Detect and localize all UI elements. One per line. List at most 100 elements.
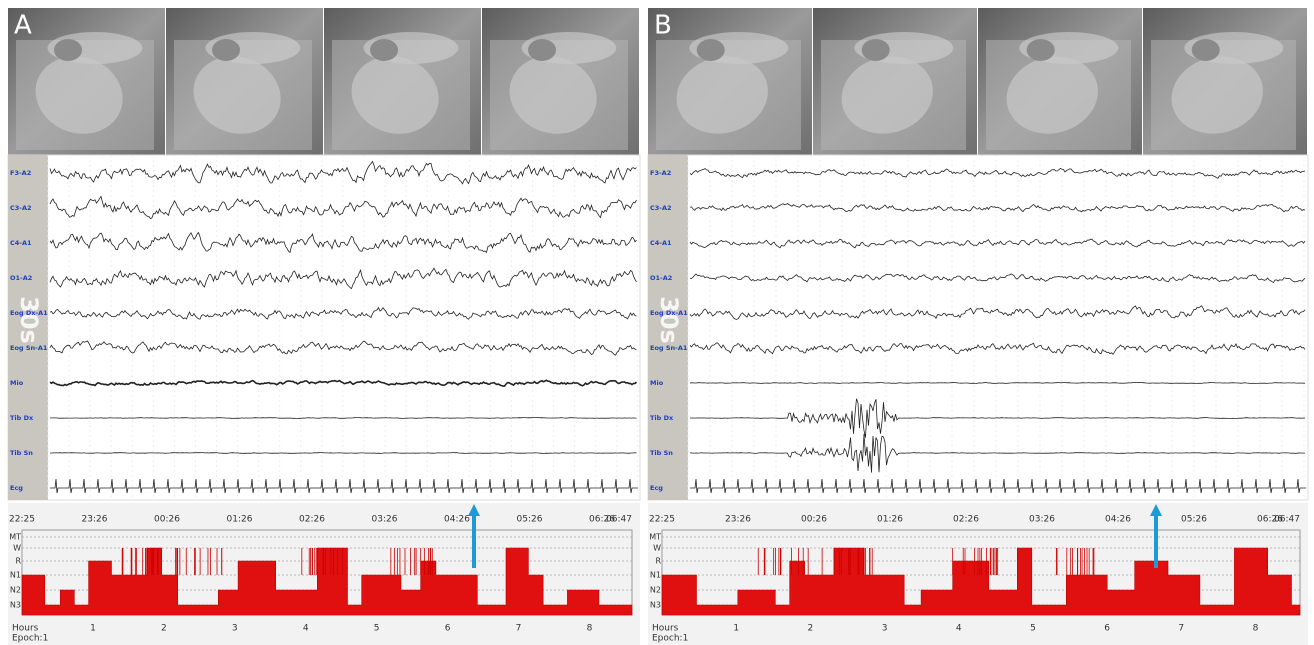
signal-trace: [49, 267, 637, 290]
clock-time: 00:26: [154, 515, 180, 525]
clock-time: 01:26: [227, 515, 253, 525]
head: [528, 39, 557, 61]
hour-label: 4: [303, 624, 309, 634]
clock-time: 06:47: [606, 515, 632, 525]
epoch-label: Epoch:1: [652, 634, 688, 644]
channel-label: Tib Dx: [10, 414, 34, 422]
head: [1026, 39, 1055, 61]
signal-trace: [49, 417, 637, 419]
channel-label: Eog Dx-A1: [10, 309, 48, 317]
signal-trace: [689, 167, 1306, 179]
sleeper: [351, 56, 439, 134]
hour-label: 2: [808, 624, 814, 634]
stage-label: N2: [650, 586, 661, 595]
clock-time: 23:26: [725, 515, 751, 525]
channel-label: C4-A1: [10, 239, 32, 247]
signal-trace: [49, 195, 637, 220]
hypnogram: [661, 547, 1301, 616]
signal-trace: [49, 379, 638, 387]
signal-trace: [49, 452, 637, 454]
head: [370, 39, 399, 61]
channel-label: Tib Dx: [650, 414, 674, 422]
clock-time: 03:26: [1029, 515, 1055, 525]
signal-trace: [689, 305, 1306, 320]
channel-label: C3-A2: [10, 204, 32, 212]
channel-label: F3-A2: [650, 169, 671, 177]
scale-label: 30s: [15, 296, 43, 344]
hour-label: 8: [587, 624, 593, 634]
channel-label: Eog Dx-A1: [650, 309, 688, 317]
hour-label: 3: [882, 624, 888, 634]
clock-time: 23:26: [82, 515, 108, 525]
signal-trace: [690, 478, 1306, 494]
arrow-head: [1150, 504, 1162, 516]
sleeper: [35, 56, 123, 134]
hour-label: 5: [1030, 624, 1036, 634]
hour-label: 8: [1253, 624, 1259, 634]
signal-trace: [50, 478, 638, 494]
clock-time: 00:26: [801, 515, 827, 525]
head: [54, 39, 83, 61]
clock-time: 02:26: [299, 515, 325, 525]
channel-label: C3-A2: [650, 204, 672, 212]
channel-label: Mio: [10, 379, 24, 387]
sleeper: [841, 56, 933, 134]
channel-label: Mio: [650, 379, 664, 387]
hypnogram: [21, 547, 633, 616]
stage-label: N2: [10, 586, 21, 595]
sleeper: [509, 56, 597, 134]
stage-label: MT: [649, 533, 661, 542]
signal-trace: [689, 342, 1306, 355]
hour-label: 3: [232, 624, 238, 634]
hour-label: 7: [1178, 624, 1184, 634]
sleeper: [676, 56, 768, 134]
clock-time: 05:26: [517, 515, 543, 525]
clock-time: 02:26: [953, 515, 979, 525]
clock-time: 01:26: [877, 515, 903, 525]
epoch-label: Epoch:1: [12, 634, 48, 644]
hour-label: 6: [445, 624, 451, 634]
signal-trace: [49, 231, 637, 254]
signal-trace: [689, 203, 1306, 213]
channel-label: Eog Sn-A1: [650, 344, 688, 352]
clock-time: 06:26: [1257, 515, 1283, 525]
stage-label: R: [655, 557, 661, 566]
signal-trace: [49, 160, 637, 185]
arrow-head: [468, 504, 480, 516]
sleeper: [193, 56, 281, 134]
sleeper: [1171, 56, 1263, 134]
clock-time: 04:26: [1105, 515, 1131, 525]
hour-label: 2: [161, 624, 167, 634]
clock-time: 04:26: [444, 515, 470, 525]
stage-label: N1: [10, 571, 21, 580]
channel-label: Eog Sn-A1: [10, 344, 48, 352]
panel-label: B: [654, 11, 672, 41]
panel-label: A: [14, 11, 32, 41]
signal-trace: [689, 273, 1306, 284]
label-strip: [648, 155, 688, 500]
clock-time: 05:26: [1181, 515, 1207, 525]
signal-trace: [49, 340, 637, 356]
clock-time: 22:25: [649, 515, 675, 525]
clock-time: 22:25: [9, 515, 35, 525]
head: [861, 39, 890, 61]
stage-label: W: [653, 544, 661, 553]
channel-label: C4-A1: [650, 239, 672, 247]
stage-label: N3: [10, 601, 21, 610]
stage-label: R: [15, 557, 21, 566]
head: [696, 39, 725, 61]
hour-label: 7: [516, 624, 522, 634]
stage-label: N1: [650, 571, 661, 580]
stage-label: N3: [650, 601, 661, 610]
hour-label: 6: [1104, 624, 1110, 634]
clock-time: 06:47: [1274, 515, 1300, 525]
stage-label: W: [13, 544, 21, 553]
hours-label: Hours: [652, 624, 679, 634]
channel-label: Tib Sn: [650, 449, 673, 457]
signal-trace: [689, 238, 1306, 249]
hour-label: 1: [90, 624, 96, 634]
clock-time: 03:26: [372, 515, 398, 525]
label-strip: [8, 155, 48, 500]
trace-area: [7, 154, 641, 501]
